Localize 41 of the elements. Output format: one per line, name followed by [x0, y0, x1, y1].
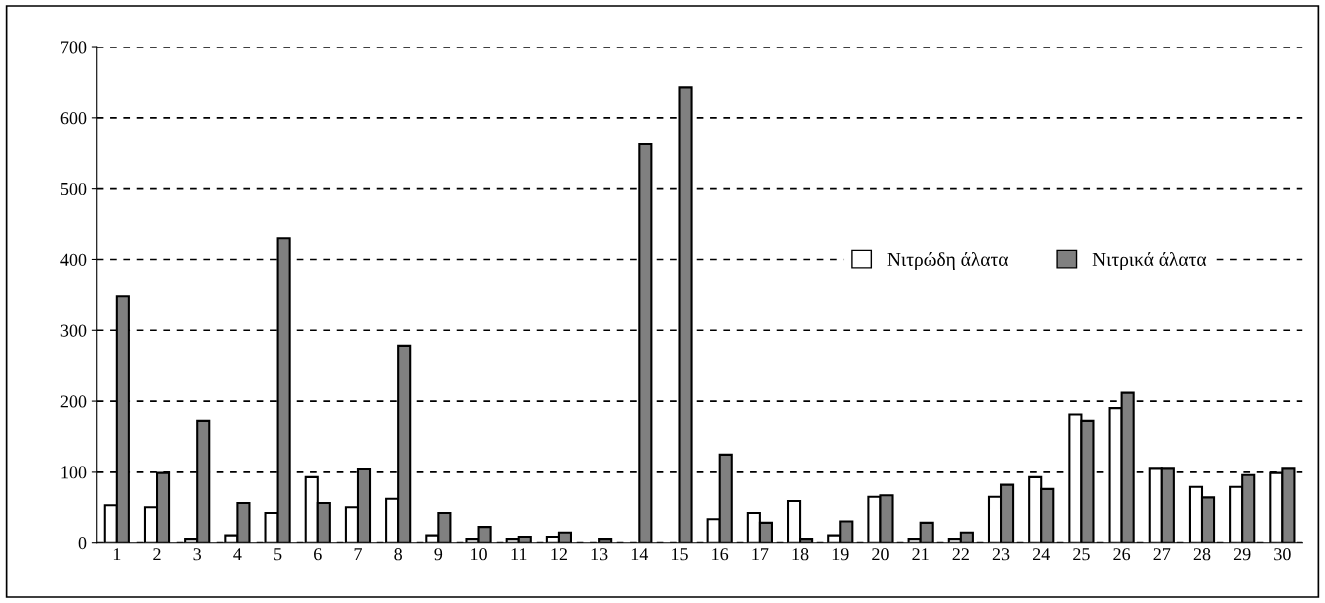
- x-tick-label: 18: [792, 548, 809, 561]
- x-tick-label: 4: [233, 548, 242, 561]
- x-tick-label: 24: [1032, 548, 1050, 561]
- x-tick-label: 12: [551, 548, 567, 561]
- legend-label: Νιτρώδη άλατα: [887, 252, 1009, 270]
- x-tick-label: 28: [1193, 548, 1211, 561]
- x-tick-label: 21: [912, 548, 929, 561]
- x-tick-label: 23: [992, 548, 1010, 561]
- x-tick-label: 9: [434, 548, 443, 561]
- y-tick-label: 100: [61, 466, 87, 479]
- y-tick-label: 300: [60, 324, 87, 337]
- x-tick-label: 17: [752, 548, 769, 561]
- y-tick-label: 600: [60, 112, 87, 125]
- bar: [598, 538, 613, 543]
- x-tick-label: 7: [354, 548, 362, 561]
- x-tick-label: 20: [872, 548, 889, 561]
- y-tick-label: 0: [78, 536, 87, 550]
- x-tick-label: 27: [1153, 548, 1171, 561]
- x-tick-label: 15: [672, 548, 688, 561]
- x-tick-label: 13: [591, 548, 608, 561]
- x-tick-label: 16: [712, 548, 729, 561]
- x-tick-label: 6: [314, 548, 322, 561]
- y-tick-label: 500: [60, 182, 87, 196]
- y-tick-label: 700: [61, 41, 87, 54]
- x-tick-label: 3: [193, 548, 202, 561]
- x-tick-label: 1: [113, 548, 121, 561]
- x-tick-label: 8: [394, 548, 402, 561]
- x-tick-label: 5: [274, 548, 282, 561]
- x-tick-label: 25: [1073, 548, 1090, 561]
- x-tick-label: 19: [832, 548, 849, 561]
- y-tick-label: 400: [60, 253, 87, 266]
- x-tick-label: 29: [1233, 548, 1251, 561]
- x-tick-label: 2: [153, 548, 161, 561]
- legend-label: Νιτρικά άλατα: [1092, 252, 1207, 270]
- x-tick-label: 30: [1274, 548, 1291, 561]
- x-tick-label: 11: [511, 548, 527, 561]
- x-tick-label: 22: [952, 548, 969, 561]
- x-tick-label: 10: [471, 548, 487, 561]
- y-tick-label: 200: [60, 395, 87, 408]
- x-tick-label: 26: [1113, 548, 1131, 561]
- x-tick-label: 14: [631, 548, 649, 561]
